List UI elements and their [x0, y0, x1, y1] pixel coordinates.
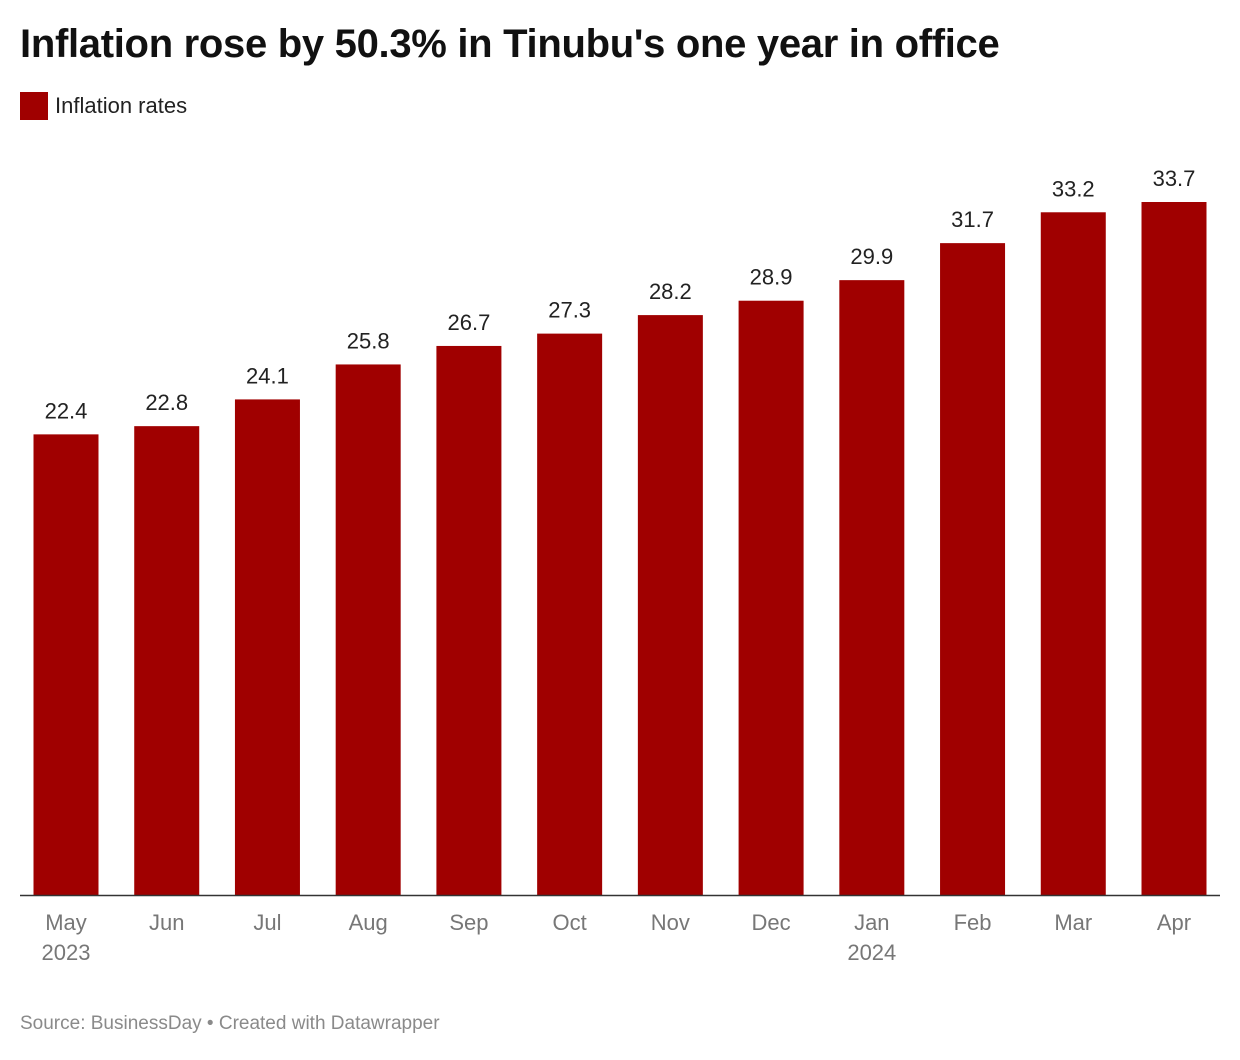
- legend-label: Inflation rates: [55, 93, 188, 118]
- legend: Inflation rates: [20, 92, 187, 120]
- bar-nov: [637, 315, 703, 896]
- x-tick-label-mar: Mar: [1054, 910, 1092, 935]
- x-tick-label-sep: Sep: [449, 910, 488, 935]
- x-tick-label-nov: Nov: [651, 910, 690, 935]
- x-tick-label-jun: Jun: [149, 910, 184, 935]
- bar-jun: [134, 426, 200, 895]
- value-label-feb: 31.7: [951, 207, 994, 232]
- x-tick-year-2024: 2024: [847, 940, 896, 965]
- bar-jan: [839, 280, 905, 895]
- x-tick-label-may: May: [45, 910, 87, 935]
- bar-dec: [738, 300, 804, 896]
- value-labels-group: 22.4 22.8 24.1 25.8 26.7 27.3 28.2 28.9 29.9 31.7…: [45, 166, 1196, 423]
- value-label-jun: 22.8: [145, 390, 188, 415]
- value-label-oct: 27.3: [548, 298, 591, 323]
- value-label-dec: 28.9: [750, 265, 793, 290]
- value-label-apr: 33.7: [1153, 166, 1196, 191]
- bar-sep: [436, 345, 502, 895]
- bar-jul: [234, 399, 300, 895]
- bar-apr: [1141, 202, 1207, 895]
- source-footer: Source: BusinessDay • Created with Dataw…: [20, 1013, 440, 1034]
- bar-aug: [335, 364, 401, 895]
- x-tick-label-oct: Oct: [553, 910, 587, 935]
- value-label-aug: 25.8: [347, 328, 390, 353]
- chart-title: Inflation rose by 50.3% in Tinubu's one …: [20, 22, 1000, 66]
- legend-swatch: [20, 92, 48, 120]
- x-tick-label-feb: Feb: [954, 910, 992, 935]
- value-label-sep: 26.7: [447, 310, 490, 335]
- bars-group: [33, 202, 1207, 896]
- value-label-jan: 29.9: [850, 244, 893, 269]
- bar-mar: [1040, 212, 1106, 895]
- x-tick-year-2023: 2023: [42, 940, 91, 965]
- value-label-jul: 24.1: [246, 363, 289, 388]
- value-label-mar: 33.2: [1052, 176, 1095, 201]
- value-label-may: 22.4: [45, 398, 88, 423]
- x-tick-label-jul: Jul: [253, 910, 281, 935]
- x-axis-ticks: May 2023 Jun Jul Aug Sep Oct Nov Dec Jan 2024 Feb Ma…: [42, 910, 1192, 965]
- bar-feb: [940, 243, 1006, 895]
- bar-may: [33, 434, 99, 895]
- x-tick-label-aug: Aug: [349, 910, 388, 935]
- bar-oct: [537, 333, 603, 895]
- x-tick-label-jan: Jan: [854, 910, 889, 935]
- x-tick-label-dec: Dec: [752, 910, 791, 935]
- value-label-nov: 28.2: [649, 279, 692, 304]
- x-tick-label-apr: Apr: [1157, 910, 1191, 935]
